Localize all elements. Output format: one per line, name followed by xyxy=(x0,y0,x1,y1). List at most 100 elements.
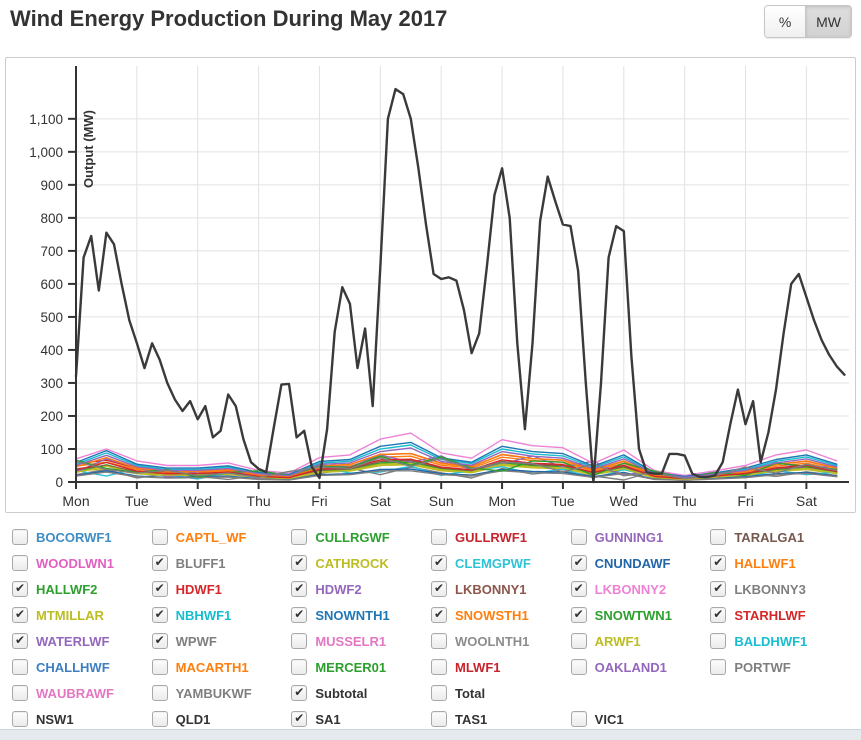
checkbox-LKBONNY1[interactable]: ✔ xyxy=(431,581,447,597)
checkbox-SNOWSTH1[interactable]: ✔ xyxy=(431,607,447,623)
checkbox-HALLWF2[interactable]: ✔ xyxy=(12,581,28,597)
checkmark-icon: ✔ xyxy=(294,711,305,725)
legend-label: BALDHWF1 xyxy=(734,633,808,649)
legend-item-HALLWF1: ✔ HALLWF1 xyxy=(710,555,850,571)
legend-item-GUNNING1: ✔ GUNNING1 xyxy=(570,529,711,545)
legend-label: MLWF1 xyxy=(455,659,501,675)
checkbox-SA1[interactable]: ✔ xyxy=(291,711,308,727)
checkbox-MUSSELR1[interactable]: ✔ xyxy=(291,633,308,649)
checkbox-CULLRGWF[interactable]: ✔ xyxy=(291,529,308,545)
checkbox-NSW1[interactable]: ✔ xyxy=(12,711,28,727)
checkbox-NBHWF1[interactable]: ✔ xyxy=(151,607,168,623)
legend-label: MUSSELR1 xyxy=(315,633,387,649)
y-tick-label: 400 xyxy=(40,343,63,358)
checkbox-LKBONNY3[interactable]: ✔ xyxy=(710,581,727,597)
legend-item-CNUNDAWF: ✔ CNUNDAWF xyxy=(570,555,711,571)
checkbox-QLD1[interactable]: ✔ xyxy=(151,711,168,727)
checkbox-CAPTL_WF[interactable]: ✔ xyxy=(151,529,168,545)
checkbox-BLUFF1[interactable]: ✔ xyxy=(151,555,168,571)
legend-label: CULLRGWF xyxy=(315,529,390,545)
y-tick-label: 900 xyxy=(40,178,63,193)
y-tick-label: 300 xyxy=(40,376,63,391)
x-tick-label: Fri xyxy=(737,493,753,509)
mw-toggle-button[interactable]: MW xyxy=(805,6,851,37)
checkmark-icon: ✔ xyxy=(573,607,584,621)
checkbox-BOCORWF1[interactable]: ✔ xyxy=(12,529,28,545)
checkbox-Subtotal[interactable]: ✔ xyxy=(291,685,308,701)
checkbox-CNUNDAWF[interactable]: ✔ xyxy=(570,555,587,571)
checkmark-icon: ✔ xyxy=(713,555,724,569)
checkbox-WAUBRAWF[interactable]: ✔ xyxy=(12,685,28,701)
checkmark-icon: ✔ xyxy=(154,633,165,647)
checkbox-GULLRWF1[interactable]: ✔ xyxy=(431,529,447,545)
checkmark-icon: ✔ xyxy=(433,555,445,569)
checkbox-WOOLNTH1[interactable]: ✔ xyxy=(431,633,447,649)
checkbox-HALLWF1[interactable]: ✔ xyxy=(710,555,727,571)
checkbox-MTMILLAR[interactable]: ✔ xyxy=(12,607,28,623)
legend-item-WOOLNTH1: ✔ WOOLNTH1 xyxy=(431,633,571,649)
x-tick-label: Wed xyxy=(183,493,212,509)
legend-label: LKBONNY3 xyxy=(734,581,806,597)
y-tick-label: 1,000 xyxy=(29,145,63,160)
wind-output-chart: 0 100 200 300 400 500 600 700 800 900 1,000 1,100 Mo… xyxy=(29,66,849,509)
legend-label: LKBONNY2 xyxy=(594,581,667,597)
checkbox-VIC1[interactable]: ✔ xyxy=(570,711,587,727)
legend-item-CULLRGWF: ✔ CULLRGWF xyxy=(291,529,431,545)
checkbox-MERCER01[interactable]: ✔ xyxy=(291,659,308,675)
x-tick-label: Tue xyxy=(125,493,149,509)
checkmark-icon: ✔ xyxy=(573,581,584,595)
checkbox-OAKLAND1[interactable]: ✔ xyxy=(570,659,587,675)
legend-item-STARHLWF: ✔ STARHLWF xyxy=(710,607,850,623)
x-tick-label: Sun xyxy=(429,493,454,509)
legend-label: GUNNING1 xyxy=(594,529,664,545)
checkbox-SNOWTWN1[interactable]: ✔ xyxy=(570,607,587,623)
x-tick-label: Fri xyxy=(311,493,327,509)
checkbox-HDWF2[interactable]: ✔ xyxy=(291,581,308,597)
percent-toggle-button[interactable]: % xyxy=(765,6,806,37)
series-Subtotal xyxy=(74,87,846,484)
y-tick-label: 0 xyxy=(55,475,63,490)
checkbox-Total[interactable]: ✔ xyxy=(431,685,447,701)
checkbox-BALDHWF1[interactable]: ✔ xyxy=(710,633,727,649)
legend-item-NBHWF1: ✔ NBHWF1 xyxy=(151,607,292,623)
legend-label: WOOLNTH1 xyxy=(455,633,530,649)
checkbox-YAMBUKWF[interactable]: ✔ xyxy=(151,685,168,701)
checkbox-CLEMGPWF[interactable]: ✔ xyxy=(431,555,447,571)
checkbox-TARALGA1[interactable]: ✔ xyxy=(710,529,727,545)
legend-label: CLEMGPWF xyxy=(455,555,531,571)
legend-item-LKBONNY2: ✔ LKBONNY2 xyxy=(570,581,711,597)
farm-checkbox-legend: ✔ BOCORWF1 ✔ CAPTL_WF ✔ CULLRGWF ✔ GULLRWF1 ✔ GUN… xyxy=(12,524,850,732)
series-SNOWTWN1 xyxy=(75,455,838,480)
checkbox-GUNNING1[interactable]: ✔ xyxy=(570,529,587,545)
legend-item-ARWF1: ✔ ARWF1 xyxy=(570,633,711,649)
checkbox-MLWF1[interactable]: ✔ xyxy=(431,659,447,675)
checkbox-MACARTH1[interactable]: ✔ xyxy=(151,659,168,675)
x-tick-label: Wed xyxy=(610,493,639,509)
checkbox-WATERLWF[interactable]: ✔ xyxy=(12,633,28,649)
checkbox-HDWF1[interactable]: ✔ xyxy=(151,581,168,597)
legend-item-HALLWF2: ✔ HALLWF2 xyxy=(12,581,152,597)
legend-label: ARWF1 xyxy=(594,633,641,649)
legend-item-LKBONNY1: ✔ LKBONNY1 xyxy=(431,581,571,597)
unit-toggle-group: % MW xyxy=(764,5,852,38)
legend-item-BALDHWF1: ✔ BALDHWF1 xyxy=(710,633,850,649)
legend-item-QLD1: ✔ QLD1 xyxy=(151,711,292,727)
y-tick-label: 200 xyxy=(40,409,63,424)
checkbox-LKBONNY2[interactable]: ✔ xyxy=(570,581,587,597)
checkbox-CATHROCK[interactable]: ✔ xyxy=(291,555,308,571)
x-tick-label: Mon xyxy=(62,493,89,509)
checkbox-CHALLHWF[interactable]: ✔ xyxy=(12,659,28,675)
legend-item-Total: ✔ Total xyxy=(431,685,571,701)
legend-item-CATHROCK: ✔ CATHROCK xyxy=(291,555,431,571)
checkmark-icon: ✔ xyxy=(294,685,305,699)
legend-item-WOODLWN1: ✔ WOODLWN1 xyxy=(12,555,152,571)
checkbox-PORTWF[interactable]: ✔ xyxy=(710,659,727,675)
checkbox-STARHLWF[interactable]: ✔ xyxy=(710,607,727,623)
checkbox-WPWF[interactable]: ✔ xyxy=(151,633,168,649)
checkbox-ARWF1[interactable]: ✔ xyxy=(570,633,587,649)
checkbox-TAS1[interactable]: ✔ xyxy=(431,711,447,727)
legend-label: MACARTH1 xyxy=(175,659,249,675)
checkbox-SNOWNTH1[interactable]: ✔ xyxy=(291,607,308,623)
legend-label: HALLWF1 xyxy=(734,555,796,571)
checkbox-WOODLWN1[interactable]: ✔ xyxy=(12,555,28,571)
